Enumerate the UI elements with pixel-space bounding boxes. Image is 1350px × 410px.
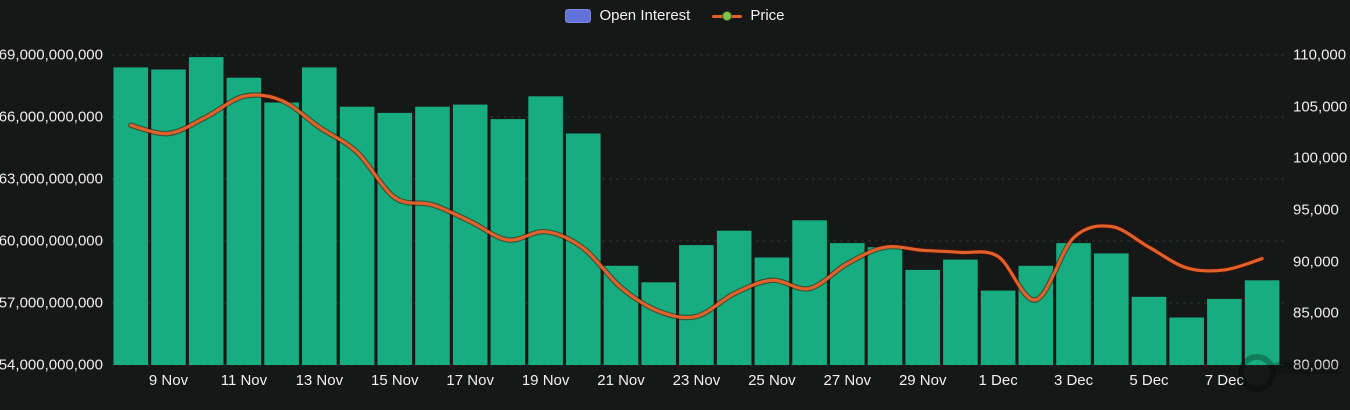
right-axis-tick-label: 95,000 [1293,201,1339,219]
x-axis-tick-label: 29 Nov [898,372,947,389]
left-axis-tick-label: 54,000,000,000 [0,356,103,374]
right-axis-tick-label: 105,000 [1293,98,1348,116]
open-interest-bar[interactable] [943,259,978,365]
open-interest-bar[interactable] [905,269,940,365]
x-axis-tick-label: 19 Nov [521,372,570,389]
open-interest-bar[interactable] [679,245,714,365]
right-axis-tick-label: 100,000 [1293,149,1348,167]
open-interest-bar[interactable] [302,67,337,366]
right-axis-tick-label: 110,000 [1293,46,1347,64]
x-axis-tick-label: 21 Nov [597,372,645,389]
left-axis-tick-label: 63,000,000,000 [0,170,103,188]
x-axis-tick-label: 11 Nov [220,372,268,389]
open-interest-bar[interactable] [264,102,299,366]
open-interest-bar[interactable] [980,290,1016,365]
open-interest-bar[interactable] [226,77,262,365]
price-legend-label: Price [750,7,785,24]
open-interest-bar[interactable] [716,230,752,365]
x-axis-tick-label: 1 Dec [978,372,1018,389]
price-line-marker-icon [712,9,743,23]
price-line [129,93,1264,320]
left-axis-tick-label: 60,000,000,000 [0,232,103,250]
open-interest-bar[interactable] [113,67,149,366]
open-interest-bar[interactable] [1056,243,1091,365]
open-interest-legend-label: Open Interest [599,7,691,24]
right-axis-tick-label: 90,000 [1293,253,1339,271]
x-axis-tick-label: 7 Dec [1204,372,1244,389]
legend-item-open-interest[interactable]: Open Interest [565,7,691,24]
x-axis-tick-label: 9 Nov [148,372,189,389]
open-interest-bar[interactable] [1207,298,1242,365]
x-axis-tick-label: 23 Nov [672,372,721,389]
right-axis-tick-label: 80,000 [1293,356,1339,374]
chart-legend: Open Interest Price [0,7,1350,24]
x-axis-tick-label: 3 Dec [1053,372,1094,389]
x-axis-tick-label: 15 Nov [371,372,419,389]
open-interest-bar[interactable] [867,247,903,365]
x-axis-tick-label: 17 Nov [446,372,494,389]
open-interest-bar[interactable] [188,57,224,365]
open-interest-bar[interactable] [754,257,790,366]
open-interest-swatch-icon [565,9,592,23]
x-axis-tick-label: 25 Nov [748,372,796,389]
x-axis-tick-label: 27 Nov [823,372,872,389]
open-interest-bar[interactable] [641,282,676,365]
open-interest-bar[interactable] [1244,280,1280,365]
left-axis-tick-label: 69,000,000,000 [0,46,103,64]
x-axis-tick-label: 13 Nov [295,372,344,389]
open-interest-bar[interactable] [1094,253,1129,365]
x-axis-tick-label: 5 Dec [1129,372,1169,389]
open-interest-bar[interactable] [1131,296,1167,365]
open-interest-bar[interactable] [1169,317,1204,366]
left-axis-tick-label: 66,000,000,000 [0,108,103,126]
open-interest-bar[interactable] [377,112,413,366]
legend-item-price[interactable]: Price [712,7,785,24]
right-axis-tick-label: 85,000 [1293,304,1339,322]
open-interest-bar[interactable] [452,104,488,365]
open-interest-bar[interactable] [415,106,450,365]
open-interest-bar[interactable] [151,69,186,366]
left-axis-tick-label: 57,000,000,000 [0,294,103,312]
open-interest-bar[interactable] [792,220,827,365]
open-interest-bar[interactable] [603,265,639,365]
